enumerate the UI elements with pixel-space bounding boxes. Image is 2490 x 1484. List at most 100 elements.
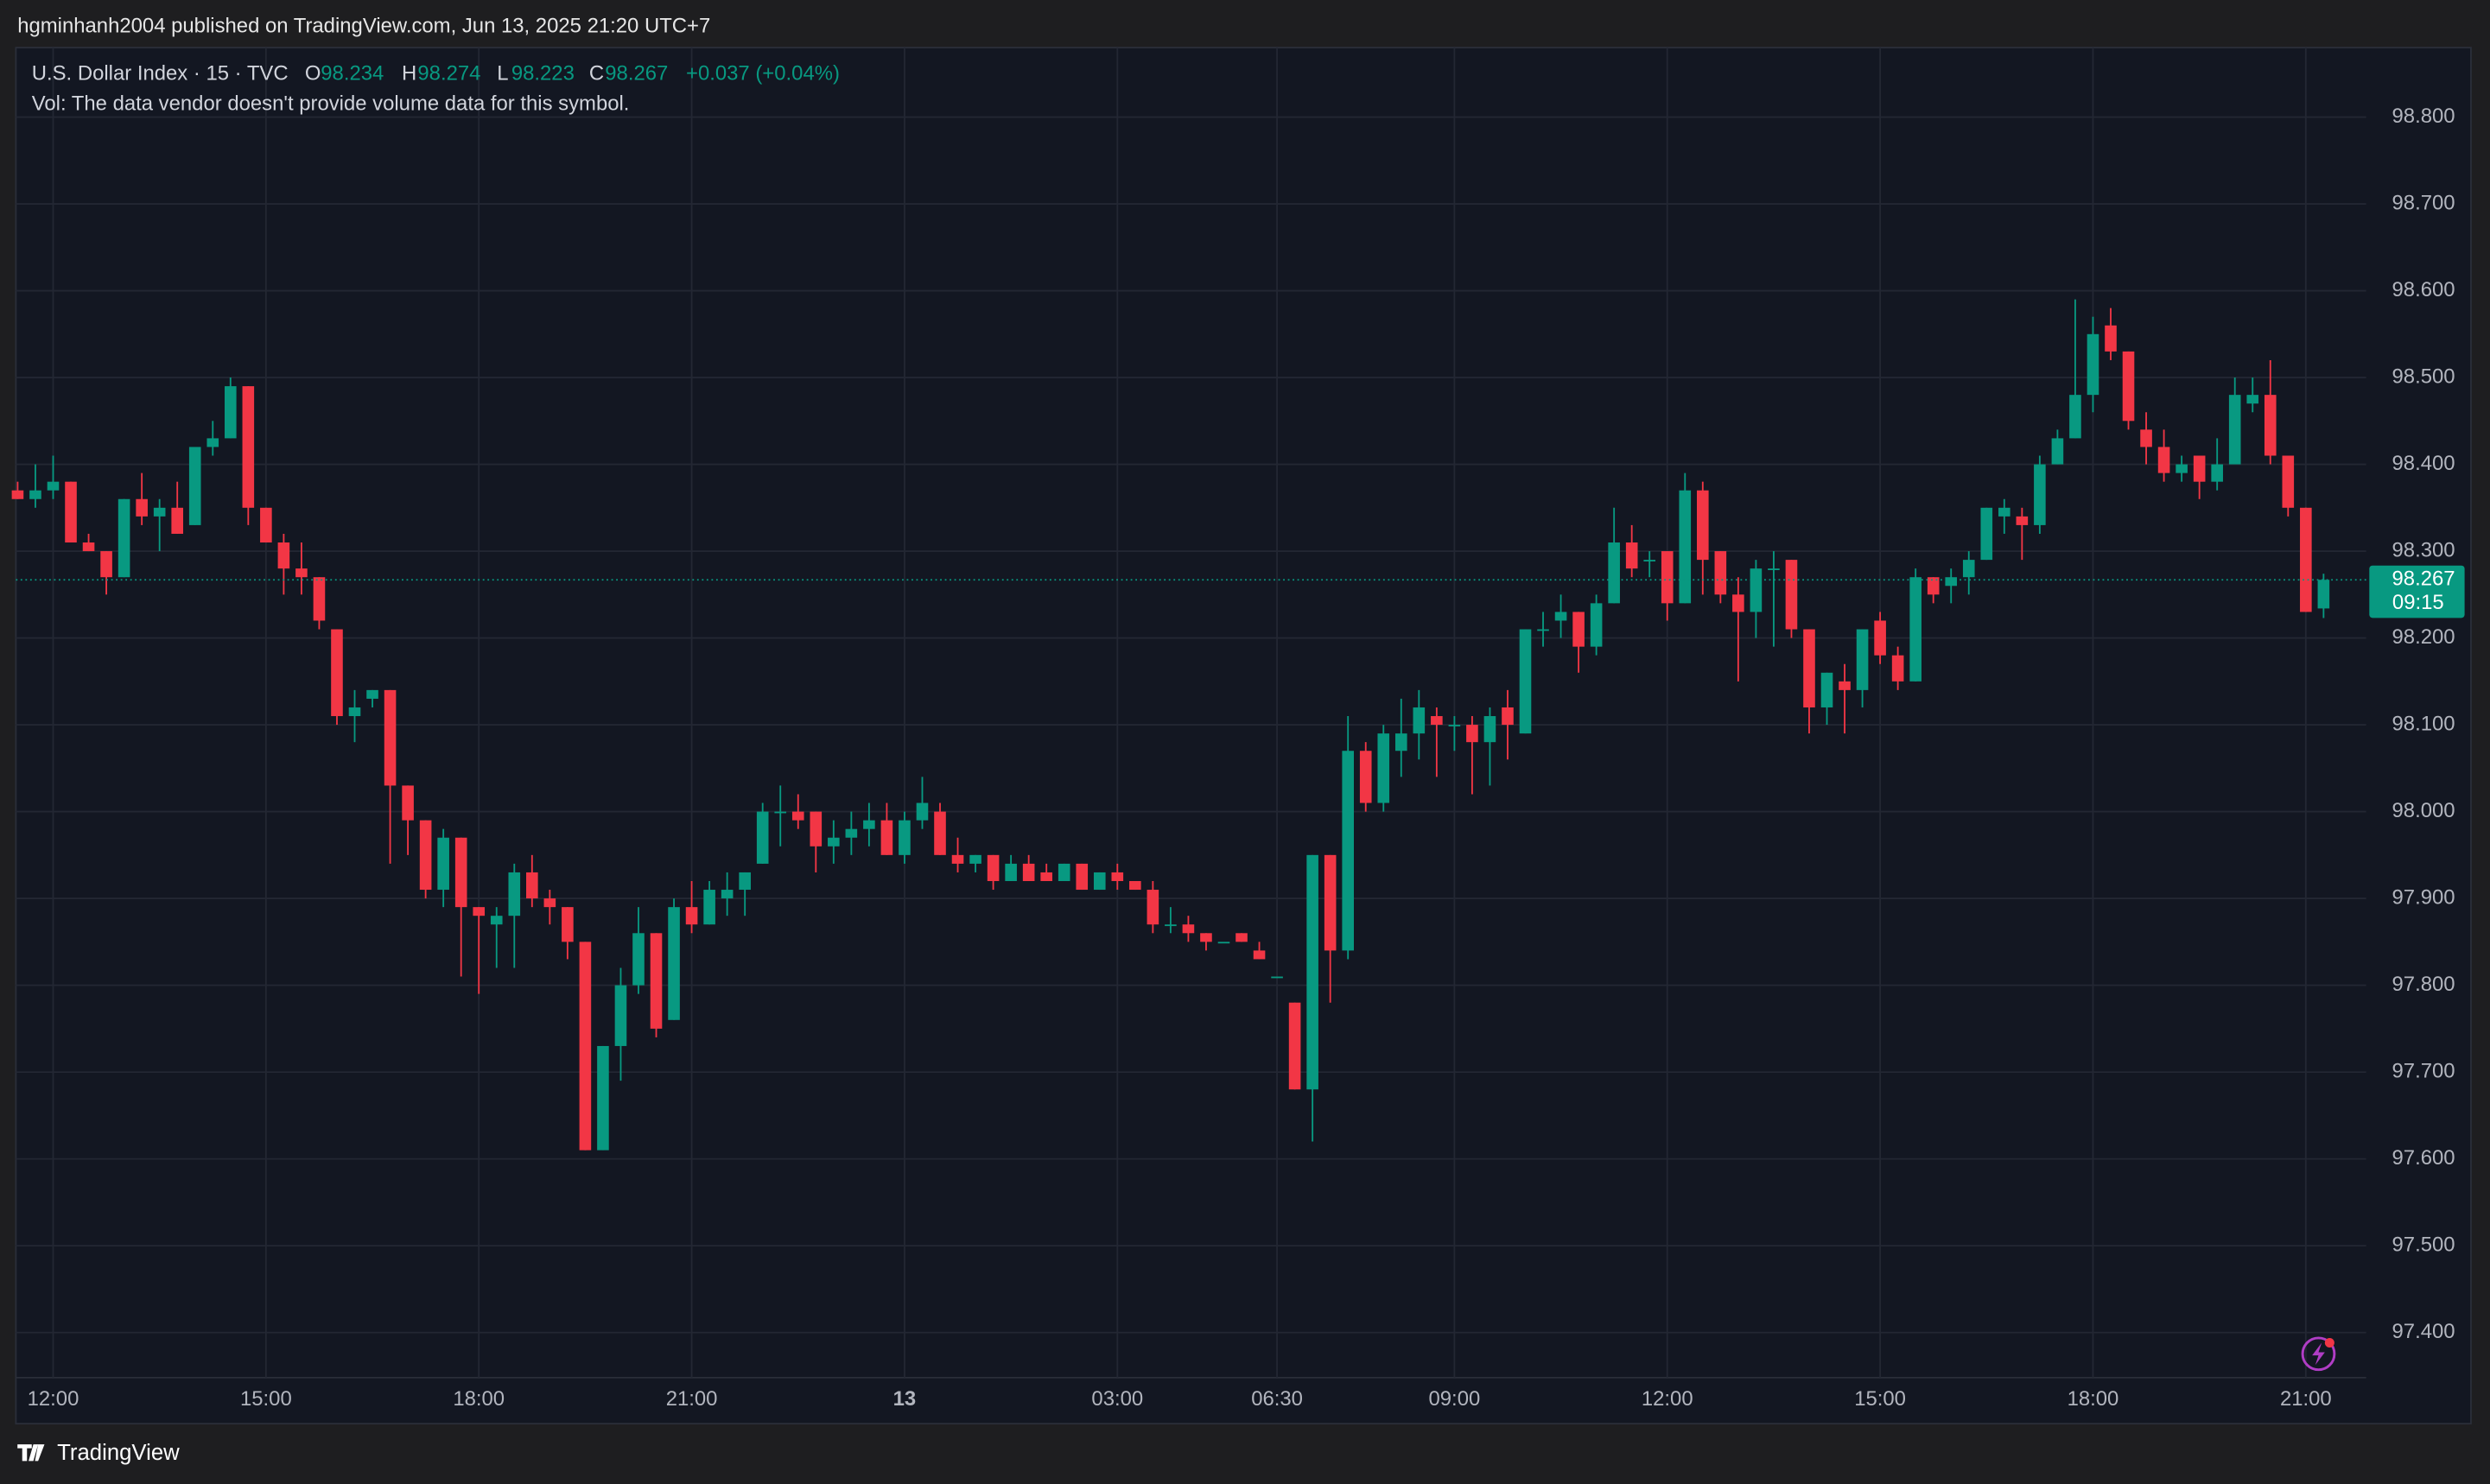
candle-body (1182, 924, 1195, 934)
candle-body (242, 386, 255, 508)
volume-note: Vol: The data vendor doesn't provide vol… (32, 92, 630, 116)
candle-body (739, 872, 751, 891)
candle-body (721, 890, 734, 899)
candle-body (880, 820, 893, 855)
candle-body (1732, 594, 1744, 612)
candle-body (313, 577, 326, 621)
candle-body (1590, 603, 1603, 647)
candle-body (774, 811, 787, 814)
x-tick-label: 21:00 (2280, 1387, 2332, 1411)
legend-key: H (402, 62, 416, 86)
candle-body (969, 854, 981, 864)
candle-body (791, 811, 804, 821)
candle-body (384, 689, 397, 786)
candle-body (951, 854, 964, 864)
alert-icon[interactable] (2301, 1336, 2336, 1372)
candle-body (1874, 620, 1886, 656)
candle-body (1927, 577, 1940, 595)
candle-body (756, 811, 769, 864)
candle-body (277, 542, 290, 569)
candle-body (1235, 933, 1248, 942)
y-tick-label: 97.900 (2392, 885, 2455, 909)
y-tick-label: 97.800 (2392, 973, 2455, 996)
candle-body (2300, 507, 2312, 612)
candle-body (1572, 612, 1585, 647)
candle-body (934, 811, 946, 855)
candle-body (1466, 725, 1478, 743)
candle-body (1058, 863, 1070, 881)
candle-body (1111, 872, 1124, 881)
candle-body (1342, 751, 1355, 951)
candle-body (473, 907, 486, 916)
y-tick-label: 98.100 (2392, 712, 2455, 735)
candle-body (260, 507, 272, 543)
candle-body (136, 498, 148, 517)
y-tick-label: 98.500 (2392, 365, 2455, 388)
candle-body (1909, 577, 1921, 682)
legend-key: C (589, 62, 604, 86)
candle-body (1661, 551, 1674, 604)
candle-body (1856, 629, 1869, 690)
candle-body (2176, 464, 2188, 473)
legend-value: 98.274 (417, 62, 480, 86)
legend-change: +0.037 (+0.04%) (686, 62, 840, 86)
y-tick-label: 97.500 (2392, 1233, 2455, 1256)
candle-body (171, 507, 184, 534)
candle-body (2246, 395, 2259, 404)
candles (11, 299, 2366, 1151)
candle-body (1608, 542, 1620, 604)
candle-body (1200, 933, 1212, 942)
y-tick-label: 98.600 (2392, 278, 2455, 301)
candle-body (2140, 429, 2152, 447)
candle-body (206, 438, 219, 447)
candle-body (1093, 872, 1106, 891)
candle-body (1288, 1002, 1301, 1090)
candle-body (1306, 854, 1318, 1090)
candle-body (508, 872, 521, 916)
candle-body (1413, 707, 1426, 734)
candle-body (2157, 447, 2170, 473)
candle-body (2282, 455, 2295, 508)
y-tick-label: 98.000 (2392, 799, 2455, 822)
candle-body (650, 933, 663, 1029)
y-tick-label: 98.200 (2392, 625, 2455, 649)
candle-body (29, 490, 41, 499)
candle-body (1697, 490, 1709, 561)
last-price-label: 98.267 (2392, 568, 2455, 591)
x-tick-label: 12:00 (28, 1387, 79, 1411)
x-tick-label: 06:30 (1251, 1387, 1303, 1411)
candle-body (614, 985, 627, 1046)
candle-body (987, 854, 1000, 881)
chart-panel (15, 47, 2472, 1425)
countdown-label: 09:15 (2392, 591, 2444, 614)
candle-body (419, 820, 432, 891)
candle-body (118, 498, 130, 578)
candle-body (47, 481, 60, 491)
candle-body (1643, 560, 1656, 561)
y-tick-label: 98.400 (2392, 452, 2455, 475)
y-tick-label: 97.600 (2392, 1146, 2455, 1170)
candle-body (2211, 464, 2223, 482)
candle-body (1820, 672, 1833, 707)
candle-body (1519, 629, 1532, 734)
candle-body (597, 1045, 609, 1151)
candle-body (2264, 395, 2277, 456)
candle-body (1998, 507, 2010, 517)
chart-title: U.S. Dollar Index · 15 · TVC (32, 62, 289, 86)
candle-body (1324, 854, 1337, 951)
candle-body (1165, 924, 1177, 927)
candle-body (1803, 629, 1815, 707)
x-tick-label: 21:00 (666, 1387, 718, 1411)
x-tick-label: 18:00 (2068, 1387, 2119, 1411)
candle-body (1945, 577, 1958, 587)
candle-body (11, 490, 24, 499)
candle-body (2228, 395, 2241, 465)
candle-body (1217, 942, 1230, 944)
candle-body (1483, 716, 1496, 743)
y-tick-label: 98.300 (2392, 538, 2455, 561)
publish-note: hgminhanh2004 published on TradingView.c… (17, 15, 710, 38)
candle-body (579, 942, 592, 1151)
candle-body (1394, 733, 1407, 752)
